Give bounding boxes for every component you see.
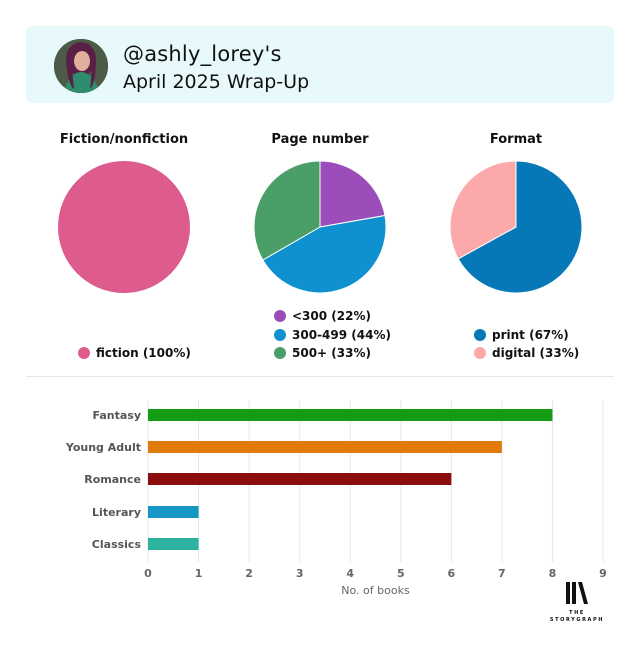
legend-dot (274, 329, 286, 341)
section-divider (26, 376, 614, 377)
bar-literary (148, 506, 199, 518)
legend-dot (274, 310, 286, 322)
legend-item-under-300: <300 (22%) (274, 309, 371, 323)
legend-item-print: print (67%) (474, 328, 569, 342)
y-category-label: Classics (92, 538, 142, 551)
x-tick-label: 9 (599, 567, 607, 580)
legend-dot (274, 347, 286, 359)
legend-label: <300 (22%) (292, 309, 371, 323)
x-tick-label: 4 (346, 567, 354, 580)
logo-text-storygraph: STORYGRAPH (549, 617, 605, 623)
pie-slice--300-22 (319, 160, 386, 228)
legend-label: digital (33%) (492, 346, 580, 360)
legend-item-digital: digital (33%) (474, 346, 579, 360)
pie-slice-500-33 (253, 160, 321, 261)
pie-slice-digital-33 (449, 160, 517, 260)
pie-chart-format (449, 160, 583, 294)
storygraph-logo: THE STORYGRAPH (546, 580, 608, 630)
x-tick-label: 1 (195, 567, 203, 580)
bar-young-adult (148, 441, 502, 453)
x-tick-label: 2 (245, 567, 253, 580)
legend-item-fiction: fiction (100%) (78, 346, 191, 360)
pie-slice-300-499-44 (262, 214, 387, 294)
bar-fantasy (148, 409, 553, 421)
bar-romance (148, 473, 452, 485)
x-tick-label: 7 (498, 567, 506, 580)
y-category-label: Romance (84, 473, 141, 486)
pie-title-pages: Page number (271, 132, 369, 147)
pie-chart-fiction (58, 161, 190, 293)
legend-label: print (67%) (492, 328, 569, 342)
legend-item-500-plus: 500+ (33%) (274, 346, 371, 360)
avatar (54, 39, 108, 93)
wrap-up-title: April 2025 Wrap-Up (123, 71, 310, 93)
x-tick-label: 0 (144, 567, 152, 580)
legend-dot (474, 329, 486, 341)
legend-label: fiction (100%) (96, 346, 191, 360)
legend-dot (474, 347, 486, 359)
x-axis-label: No. of books (341, 584, 410, 597)
genre-bar-chart: 0 1 2 3 4 5 6 7 8 9 Fantasy Young Adult Romance Liter… (65, 400, 607, 597)
storygraph-logo-icon (566, 582, 588, 604)
logo-text-the: THE (569, 610, 585, 616)
pie-slice-print-67 (457, 160, 583, 294)
bar-classics (148, 538, 199, 550)
y-category-label: Literary (92, 506, 141, 519)
pie-title-fiction: Fiction/nonfiction (59, 132, 189, 147)
x-tick-label: 5 (397, 567, 405, 580)
legend-label: 500+ (33%) (292, 346, 371, 360)
x-tick-label: 6 (448, 567, 456, 580)
username: @ashly_lorey's (123, 42, 282, 66)
y-category-label: Young Adult (65, 441, 141, 454)
legend-dot (78, 347, 90, 359)
pie-title-format: Format (489, 132, 543, 147)
legend-item-300-499: 300-499 (44%) (274, 328, 391, 342)
pie-slice-fiction-100 (58, 161, 190, 293)
pie-chart-pages (253, 160, 387, 294)
x-tick-label: 8 (549, 567, 557, 580)
wrap-up-header: @ashly_lorey's April 2025 Wrap-Up (26, 26, 614, 103)
y-category-label: Fantasy (92, 409, 141, 422)
legend-label: 300-499 (44%) (292, 328, 391, 342)
x-tick-label: 3 (296, 567, 304, 580)
